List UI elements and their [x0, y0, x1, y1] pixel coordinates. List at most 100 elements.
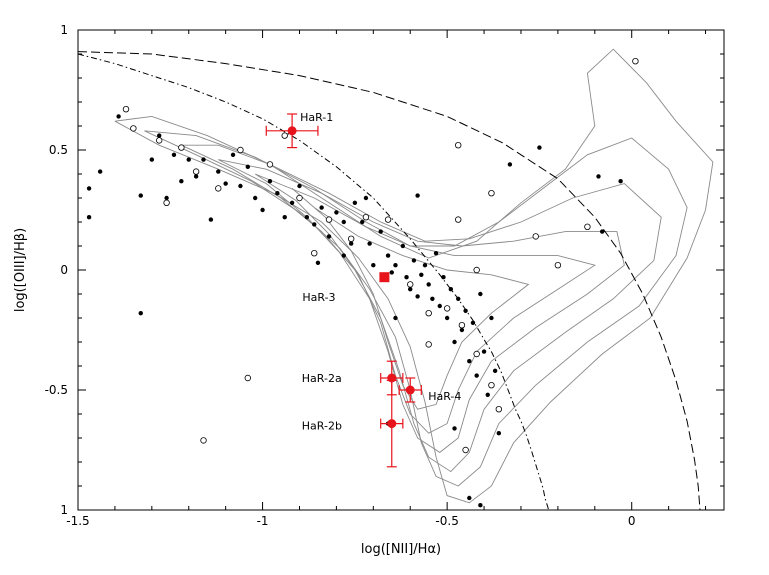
y-tick-label: -0.5 [45, 383, 68, 397]
filled-point [415, 193, 420, 198]
filled-point [437, 303, 442, 309]
highlight-circle-marker [405, 385, 415, 395]
filled-point [238, 183, 243, 189]
filled-point [393, 263, 398, 268]
open-point [215, 185, 222, 192]
filled-point [97, 169, 103, 174]
y-tick-label: 1 [60, 23, 68, 37]
filled-point [164, 195, 169, 201]
filled-point [315, 260, 321, 265]
filled-point [385, 253, 391, 258]
highlight-circle-marker [387, 419, 397, 429]
open-point [425, 341, 432, 348]
contour-line [114, 48, 714, 504]
filled-point [179, 179, 184, 184]
filled-point [452, 339, 457, 345]
open-point [443, 305, 451, 312]
filled-point [297, 183, 302, 189]
filled-point [596, 174, 601, 179]
filled-point [371, 263, 376, 268]
source-label: HaR-1 [300, 111, 333, 124]
filled-point [507, 162, 513, 167]
dash-dot-curve [77, 53, 550, 511]
long-dash-curve [77, 51, 701, 511]
filled-point [282, 215, 287, 220]
filled-point [618, 179, 623, 184]
open-point [311, 249, 318, 257]
open-point [384, 216, 392, 223]
open-point [163, 199, 170, 206]
filled-point [459, 327, 465, 333]
filled-point [452, 426, 457, 431]
filled-point [289, 200, 295, 205]
filled-point [537, 145, 542, 150]
filled-point [138, 193, 143, 198]
y-axis-title: log([OIII]/Hβ) [13, 228, 28, 312]
contour-line [144, 130, 688, 487]
filled-point [463, 308, 468, 313]
filled-point [426, 282, 431, 287]
filled-point [363, 195, 369, 201]
filled-point [441, 275, 446, 280]
filled-point [216, 169, 221, 174]
open-point [462, 446, 469, 454]
highlight-square-marker [379, 272, 390, 283]
highlight-circle-marker [287, 126, 297, 136]
filled-point [275, 191, 280, 196]
filled-point [422, 263, 428, 268]
y-tick-label: 0 [60, 263, 68, 277]
open-point [296, 194, 303, 202]
open-point [473, 266, 480, 274]
filled-point [348, 241, 354, 246]
filled-point [252, 195, 258, 201]
filled-point [444, 315, 450, 321]
filled-point [481, 349, 487, 354]
filled-point [341, 253, 346, 258]
filled-point [408, 287, 413, 292]
open-point [488, 382, 495, 389]
filled-point [201, 157, 206, 162]
filled-point [260, 207, 265, 213]
open-point [281, 132, 288, 139]
filled-point [492, 368, 498, 373]
filled-point [223, 181, 228, 186]
density-contours [114, 48, 714, 504]
filled-point [267, 179, 273, 184]
open-point [532, 233, 539, 240]
open-point [407, 281, 414, 288]
filled-point [138, 311, 143, 316]
x-tick-label: -0.5 [435, 514, 458, 528]
filled-point [208, 217, 214, 222]
open-point [266, 161, 274, 168]
filled-point [470, 320, 476, 325]
data-points [86, 58, 639, 508]
x-tick-label: -1.5 [66, 514, 89, 528]
x-tick-label: 0 [628, 514, 636, 528]
open-point [455, 141, 462, 149]
filled-point [304, 215, 310, 220]
filled-point [378, 229, 383, 234]
filled-point [478, 291, 483, 297]
filled-point [171, 152, 177, 157]
highlighted-sources: HaR-1 HaR-3 HaR-2a HaR-4 HaR-2b [265, 111, 461, 468]
x-tick-label: -1 [257, 514, 269, 528]
open-point [178, 144, 185, 151]
filled-point [433, 251, 439, 256]
filled-point [157, 133, 162, 138]
filled-point [367, 241, 372, 246]
filled-point [419, 272, 424, 277]
filled-point [411, 258, 417, 263]
filled-point [326, 234, 332, 239]
open-point [488, 189, 495, 197]
filled-point [319, 205, 324, 210]
open-point [554, 262, 562, 269]
filled-point [400, 243, 406, 249]
filled-point [312, 222, 317, 227]
x-axis-title: log([NII]/Hα) [361, 542, 441, 557]
filled-point [334, 210, 339, 215]
open-point [325, 216, 333, 223]
filled-point [193, 174, 199, 179]
filled-point [448, 287, 454, 292]
open-point [244, 374, 252, 382]
filled-point [485, 392, 490, 397]
